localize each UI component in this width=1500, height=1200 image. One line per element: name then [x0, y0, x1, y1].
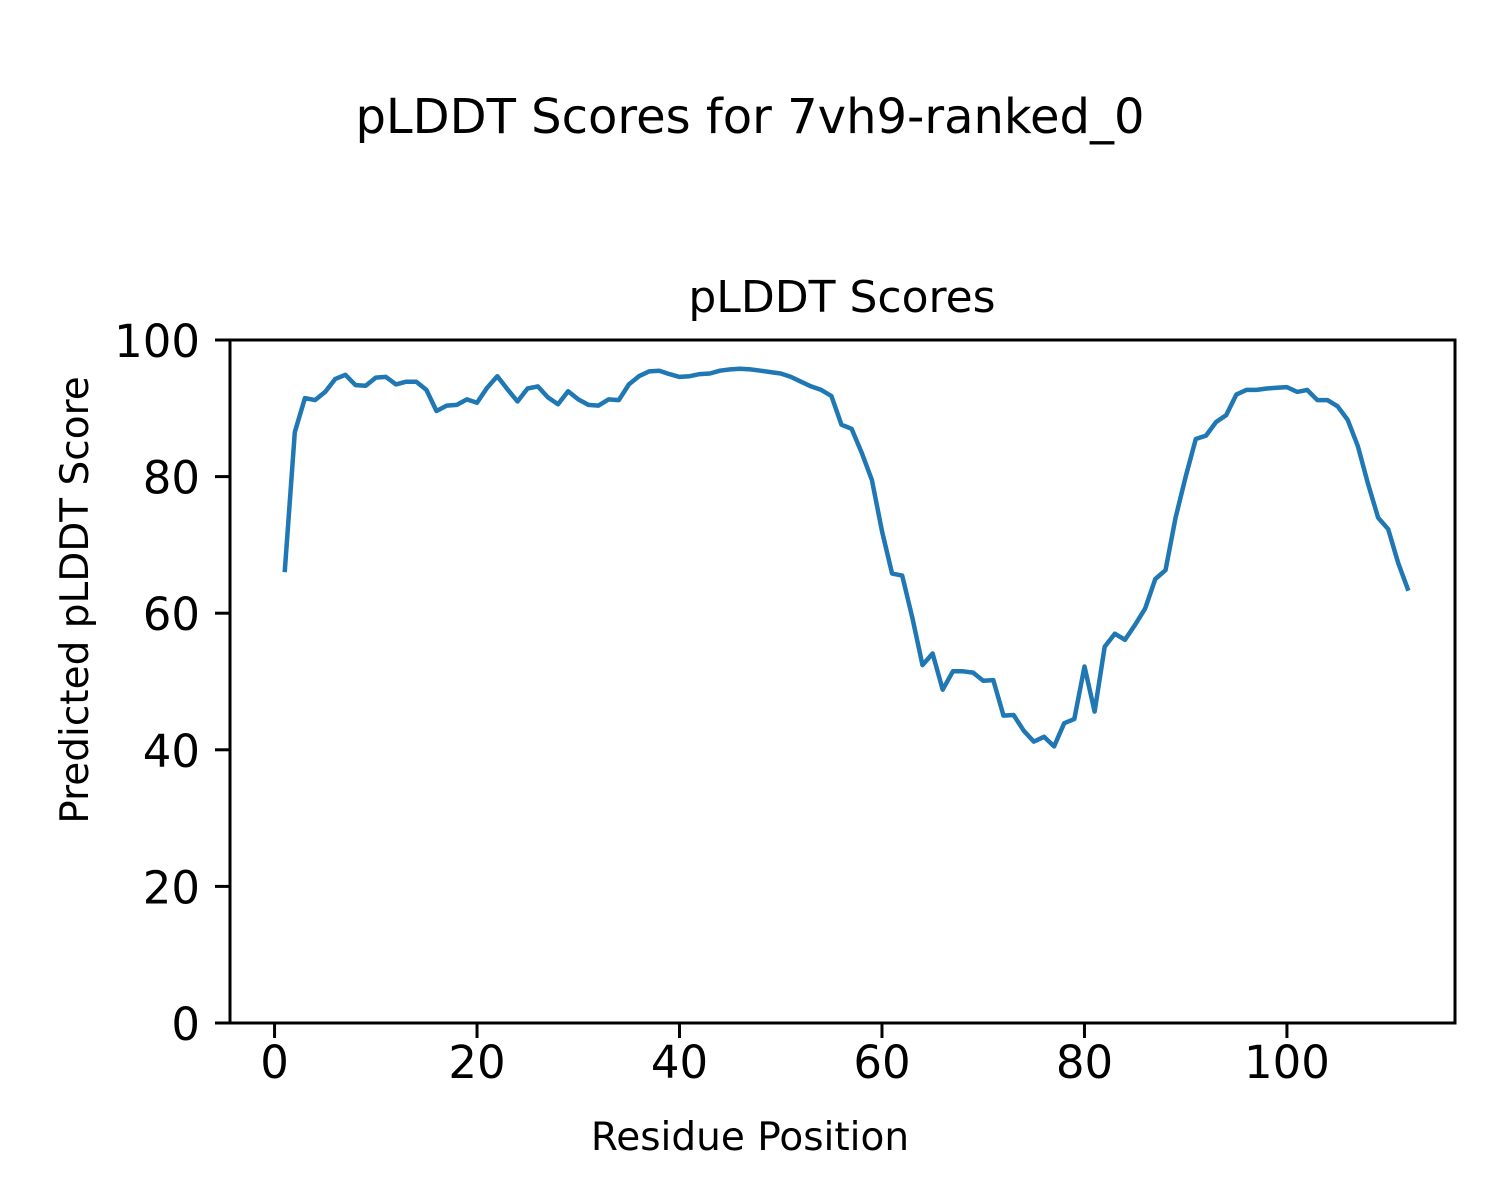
y-tick-label: 20 [143, 861, 200, 914]
x-tick-label: 60 [853, 1036, 910, 1089]
plddt-series-line [282, 366, 1411, 749]
y-tick-label: 60 [143, 588, 200, 641]
x-tick-label: 100 [1244, 1036, 1330, 1089]
x-tick-label: 0 [260, 1036, 289, 1089]
y-axis-label: Predicted pLDDT Score [53, 376, 98, 823]
y-tick-label: 0 [171, 998, 200, 1051]
axes-title: pLDDT Scores [688, 272, 995, 323]
y-tick-label: 80 [143, 452, 200, 505]
x-axis-label: Residue Position [591, 1115, 909, 1160]
plot-area: 0 20 40 60 80 100 0 20 40 60 80 100 [114, 315, 1457, 1089]
axes-spines [228, 338, 1457, 1025]
y-tick-label: 40 [143, 725, 200, 778]
x-tick-label: 40 [651, 1036, 708, 1089]
figure-title: pLDDT Scores for 7vh9-ranked_0 [355, 89, 1144, 145]
x-tick-label: 20 [448, 1036, 505, 1089]
x-tick-label: 80 [1056, 1036, 1113, 1089]
y-tick-label: 100 [114, 315, 200, 368]
